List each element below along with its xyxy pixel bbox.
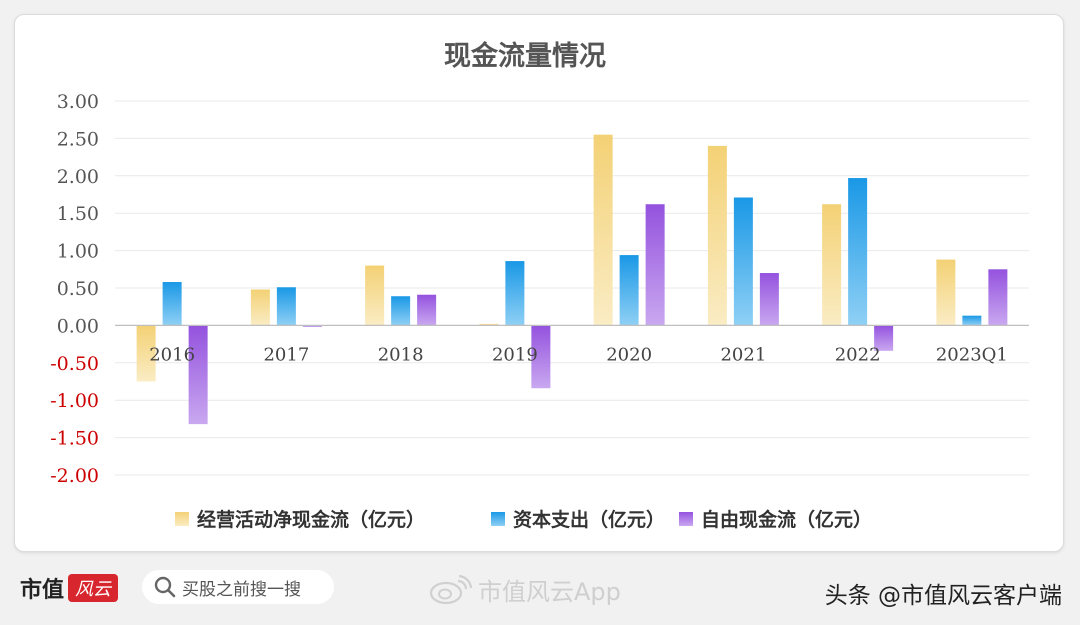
y-tick-label: -1.50 xyxy=(50,428,99,450)
y-tick-label: 1.00 xyxy=(57,241,99,263)
bar-2-2021 xyxy=(733,197,753,326)
x-category-label: 2021 xyxy=(720,344,766,365)
cash-flow-chart: 3.00 2.50 2.00 1.50 1.00 0.50 0.00 -0.50 -1.00 -1… xyxy=(50,40,1029,531)
bar-2-2016 xyxy=(162,282,182,326)
bar-1-2022 xyxy=(822,204,842,326)
bar-3-2017 xyxy=(302,325,322,327)
legend: 经营活动净现金流（亿元） 资本支出（亿元） 自由现金流（亿元） xyxy=(175,508,872,531)
x-category-label: 2016 xyxy=(149,344,195,365)
weibo-account-text: 市值风云App xyxy=(478,578,621,606)
y-tick-label: -2.00 xyxy=(50,465,99,487)
bars xyxy=(136,134,1008,425)
footer-bar: 市值 风云 买股之前搜一搜 市值风云App 头条 @市值风云客户端 xyxy=(0,558,1080,625)
legend-label-2: 资本支出（亿元） xyxy=(513,508,665,531)
legend-swatch-3 xyxy=(679,512,693,526)
bar-1-2021 xyxy=(707,145,727,326)
bar-3-2018 xyxy=(417,294,437,326)
y-tick-label: 2.50 xyxy=(57,128,99,150)
bar-2-2019 xyxy=(505,261,525,326)
bar-3-2022 xyxy=(874,325,894,351)
bar-1-2016 xyxy=(136,325,156,382)
bar-2-2020 xyxy=(619,255,639,326)
bar-3-2016 xyxy=(188,325,208,425)
brand-name: 市值 xyxy=(20,578,65,603)
x-category-label: 2018 xyxy=(378,344,424,365)
bar-3-2019 xyxy=(531,325,551,389)
x-category-label: 2023Q1 xyxy=(936,344,1008,365)
axes: 3.00 2.50 2.00 1.50 1.00 0.50 0.00 -0.50 -1.00 -1… xyxy=(50,91,1029,487)
x-category-label: 2020 xyxy=(606,344,652,365)
weibo-icon xyxy=(429,574,472,604)
bar-1-2018 xyxy=(365,265,385,326)
bar-1-2017 xyxy=(250,289,270,326)
bar-3-2021 xyxy=(759,273,779,326)
y-tick-label: 0.00 xyxy=(57,315,99,337)
legend-label-3: 自由现金流（亿元） xyxy=(701,508,872,531)
bar-2-2023Q1 xyxy=(962,315,982,326)
legend-swatch-2 xyxy=(491,512,505,526)
source-credit: 头条 @市值风云客户端 xyxy=(824,583,1062,609)
search-box[interactable]: 买股之前搜一搜 xyxy=(142,570,334,604)
bar-1-2019 xyxy=(479,323,499,326)
y-tick-label: -0.50 xyxy=(50,353,99,375)
y-tick-label: 1.50 xyxy=(57,203,99,225)
y-tick-label: 0.50 xyxy=(57,278,99,300)
search-icon xyxy=(154,576,176,598)
weibo-watermark: 市值风云App xyxy=(428,572,621,607)
x-category-label: 2017 xyxy=(263,344,309,365)
search-placeholder: 买股之前搜一搜 xyxy=(182,579,301,600)
bar-2-2017 xyxy=(276,287,296,326)
brand-logo-badge: 风云 xyxy=(68,574,119,602)
grid-lines xyxy=(115,100,1029,476)
bar-2-2018 xyxy=(391,296,411,326)
x-category-label: 2019 xyxy=(492,344,538,365)
x-category-label: 2022 xyxy=(835,344,881,365)
bar-3-2020 xyxy=(645,204,665,326)
y-tick-label: 2.00 xyxy=(57,166,99,188)
bar-2-2022 xyxy=(848,178,868,326)
chart-card: 3.00 2.50 2.00 1.50 1.00 0.50 0.00 -0.50 -1.00 -1… xyxy=(14,14,1064,552)
legend-swatch-1 xyxy=(175,512,189,526)
bar-1-2023Q1 xyxy=(936,259,956,326)
y-tick-label: -1.00 xyxy=(50,390,99,412)
bar-1-2020 xyxy=(593,134,613,326)
brand[interactable]: 市值 风云 xyxy=(20,572,119,604)
bar-3-2023Q1 xyxy=(988,269,1008,326)
y-tick-label: 3.00 xyxy=(57,91,99,113)
legend-label-1: 经营活动净现金流（亿元） xyxy=(197,508,425,531)
chart-title: 现金流量情况 xyxy=(444,40,606,72)
